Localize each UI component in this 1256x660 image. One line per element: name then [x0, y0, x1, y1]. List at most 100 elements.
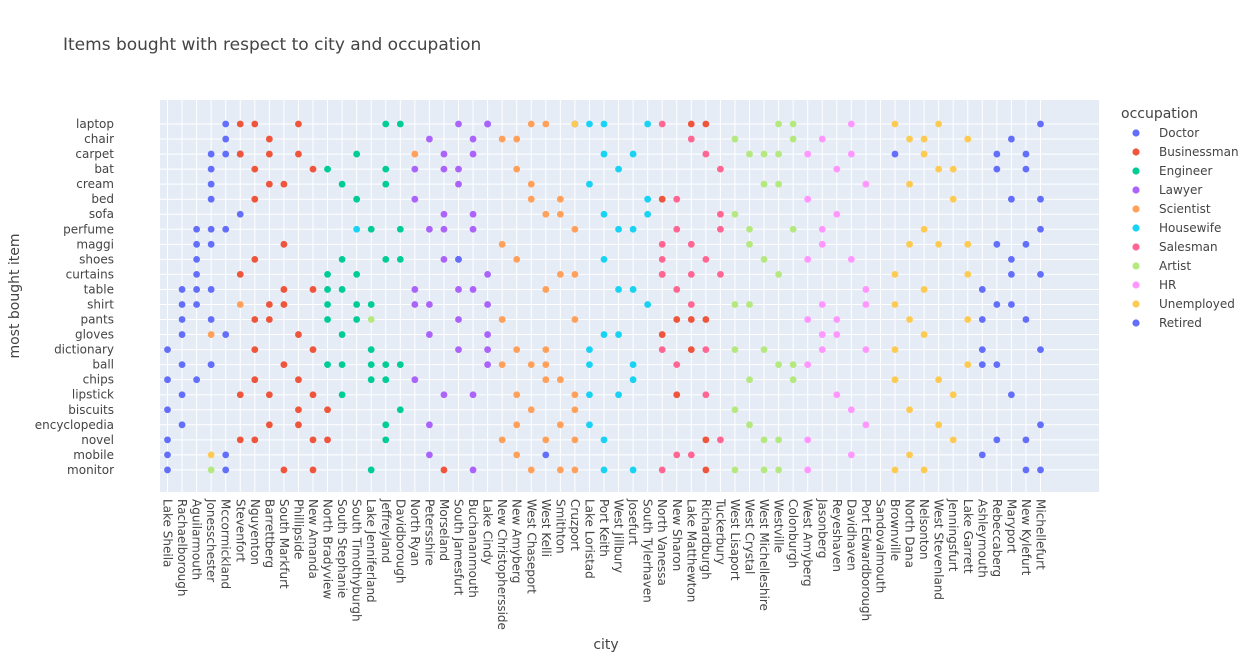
data-point: [673, 286, 681, 293]
legend-marker: [1132, 243, 1140, 251]
legend-item[interactable]: Lawyer: [1159, 183, 1202, 197]
legend-item[interactable]: Doctor: [1159, 126, 1199, 140]
legend-marker: [1132, 129, 1140, 137]
y-tick-label: chips: [83, 373, 114, 387]
data-point: [775, 271, 782, 278]
data-point: [949, 165, 957, 173]
data-point: [833, 210, 841, 218]
x-tick-label: Lake Garrett: [961, 499, 975, 574]
legend-marker: [1132, 300, 1140, 308]
data-point: [644, 210, 652, 218]
data-point: [906, 451, 913, 459]
data-point: [440, 210, 448, 218]
legend-item[interactable]: Unemployed: [1159, 297, 1235, 311]
x-tick-label: Maryport: [1004, 499, 1018, 554]
x-tick-label: Tuckerbury: [713, 498, 727, 565]
data-point: [382, 165, 390, 173]
data-point: [222, 135, 230, 143]
data-point: [1022, 165, 1030, 173]
data-point: [280, 466, 288, 474]
data-point: [411, 195, 419, 203]
data-point: [964, 135, 972, 143]
data-point: [426, 331, 433, 338]
data-point: [469, 225, 477, 233]
legend-item[interactable]: Engineer: [1159, 164, 1213, 178]
data-point: [251, 376, 259, 384]
data-point: [600, 331, 608, 338]
data-point: [426, 225, 433, 233]
data-point: [367, 301, 375, 308]
legend-item[interactable]: Housewife: [1159, 221, 1221, 235]
legend-item[interactable]: Artist: [1159, 259, 1191, 273]
data-point: [586, 361, 593, 369]
data-point: [731, 466, 739, 474]
data-point: [1022, 240, 1030, 248]
data-point: [455, 165, 462, 173]
data-point: [396, 406, 404, 414]
data-point: [527, 180, 535, 188]
data-point: [702, 466, 710, 474]
data-point: [193, 240, 201, 248]
data-point: [978, 346, 986, 353]
data-point: [164, 451, 171, 459]
data-point: [629, 150, 637, 158]
data-point: [920, 331, 928, 338]
data-point: [207, 150, 215, 158]
data-point: [178, 361, 186, 369]
legend-item[interactable]: Retired: [1159, 316, 1202, 330]
y-tick-label: biscuits: [68, 403, 114, 417]
data-point: [207, 331, 215, 338]
data-point: [775, 150, 782, 158]
data-point: [993, 165, 1001, 173]
data-point: [382, 255, 390, 263]
data-point: [411, 150, 419, 158]
data-point: [411, 301, 419, 308]
data-point: [193, 301, 201, 308]
data-point: [265, 150, 273, 158]
data-point: [586, 391, 593, 399]
data-point: [367, 466, 375, 474]
legend: occupation Doctor Businessman Engineer Lawy…: [1121, 106, 1239, 330]
data-point: [717, 436, 724, 444]
data-point: [455, 346, 462, 353]
data-point: [717, 165, 724, 173]
legend-item[interactable]: HR: [1159, 278, 1176, 292]
data-point: [178, 331, 186, 338]
legend-item[interactable]: Salesman: [1159, 240, 1218, 254]
data-point: [411, 286, 419, 293]
x-tick-label: Sandovalmouth: [873, 499, 887, 593]
x-tick-label: Davidborough: [393, 499, 407, 583]
legend-item[interactable]: Businessman: [1159, 145, 1239, 159]
x-tick-label: Michellefurt: [1034, 499, 1048, 570]
data-point: [658, 331, 666, 338]
y-tick-label: chair: [84, 132, 114, 146]
data-point: [1022, 466, 1030, 474]
data-point: [717, 271, 724, 278]
data-point: [833, 391, 841, 399]
data-point: [280, 361, 288, 369]
x-tick-label: Cruzport: [568, 499, 582, 551]
data-point: [920, 150, 928, 158]
data-point: [542, 436, 550, 444]
data-point: [207, 361, 215, 369]
data-point: [1008, 271, 1015, 278]
legend-item[interactable]: Scientist: [1159, 202, 1211, 216]
data-point: [193, 225, 201, 233]
data-point: [629, 376, 637, 384]
data-point: [687, 316, 695, 323]
data-point: [906, 406, 913, 414]
y-tick-label: perfume: [63, 222, 114, 236]
y-tick-label: dictionary: [54, 343, 114, 357]
data-point: [993, 301, 1001, 308]
data-point: [542, 361, 550, 369]
y-tick-label: cream: [76, 177, 114, 191]
data-point: [280, 240, 288, 248]
data-point: [324, 286, 331, 293]
x-tick-label: New Kylefurt: [1019, 499, 1033, 576]
data-point: [746, 376, 753, 384]
data-point: [833, 316, 841, 323]
data-point: [906, 240, 913, 248]
data-point: [207, 466, 215, 474]
data-point: [396, 120, 404, 128]
data-point: [280, 301, 288, 308]
